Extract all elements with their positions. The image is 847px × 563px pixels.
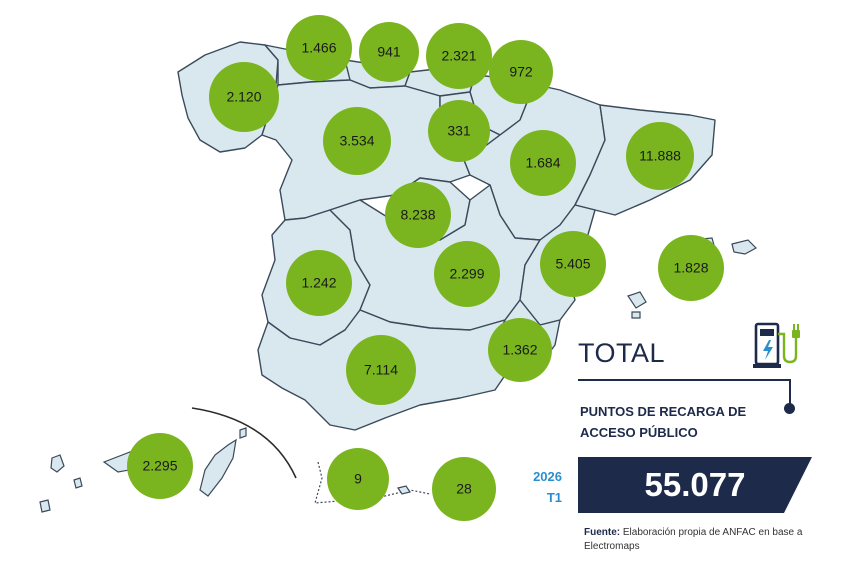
bubble-value-castilla-leon: 3.534 — [339, 133, 374, 149]
bubble-canarias: 2.295 — [127, 433, 193, 499]
bubble-cataluna: 11.888 — [626, 122, 694, 190]
bubble-circle-asturias — [286, 15, 352, 81]
canary-separator-arc — [191, 407, 297, 479]
total-subtitle-line2: ACCESO PÚBLICO — [580, 425, 698, 440]
bubble-value-la-rioja: 331 — [447, 123, 471, 139]
bubble-circle-navarra — [489, 40, 553, 104]
bubble-la-rioja: 331 — [428, 100, 490, 162]
period-label: 2026 T1 — [510, 466, 562, 508]
bubble-circle-la-rioja — [428, 100, 490, 162]
bubble-value-melilla: 28 — [456, 481, 472, 497]
bubble-circle-comunidad-valenciana — [540, 231, 606, 297]
bubble-circle-ceuta — [327, 448, 389, 510]
bubble-value-castilla-la-mancha: 2.299 — [449, 266, 484, 282]
bubble-castilla-la-mancha: 2.299 — [434, 241, 500, 307]
bubble-asturias: 1.466 — [286, 15, 352, 81]
bubble-value-asturias: 1.466 — [301, 40, 336, 56]
bubble-murcia: 1.362 — [488, 318, 552, 382]
bubble-circle-cataluna — [626, 122, 694, 190]
bubble-circle-extremadura — [286, 250, 352, 316]
bubble-value-murcia: 1.362 — [502, 342, 537, 358]
bubble-value-canarias: 2.295 — [142, 458, 177, 474]
total-value: 55.077 — [644, 466, 746, 503]
bubble-extremadura: 1.242 — [286, 250, 352, 316]
bubble-circle-andalucia — [346, 335, 416, 405]
bubble-pais-vasco: 2.321 — [426, 23, 492, 89]
bubble-castilla-leon: 3.534 — [323, 107, 391, 175]
bubble-circle-aragon — [510, 130, 576, 196]
bubble-cantabria: 941 — [359, 22, 419, 82]
total-value-box: 55.077 — [578, 457, 812, 513]
source-note: Fuente: Elaboración propia de ANFAC en b… — [584, 526, 814, 554]
ceuta-melilla-coast — [397, 485, 411, 495]
bubble-value-navarra: 972 — [509, 64, 533, 80]
bubble-circle-melilla — [432, 457, 496, 521]
bubble-circle-canarias — [127, 433, 193, 499]
bubble-madrid: 8.238 — [385, 182, 451, 248]
bubble-andalucia: 7.114 — [346, 335, 416, 405]
bubble-circle-madrid — [385, 182, 451, 248]
bubble-circle-pais-vasco — [426, 23, 492, 89]
bubble-comunidad-valenciana: 5.405 — [540, 231, 606, 297]
bubble-galicia: 2.120 — [209, 62, 279, 132]
bubble-circle-cantabria — [359, 22, 419, 82]
bubble-circle-castilla-leon — [323, 107, 391, 175]
bubble-value-baleares: 1.828 — [673, 260, 708, 276]
bubble-value-andalucia: 7.114 — [364, 362, 398, 378]
region-value-bubbles: 2.120 1.466 941 2.321 972 3.534 331 1.684 11.888… — [127, 15, 724, 521]
period-year: 2026 — [533, 469, 562, 484]
source-label: Fuente: — [584, 527, 621, 538]
total-rule-drop — [789, 379, 791, 407]
total-subtitle-line1: PUNTOS DE RECARGA DE — [580, 404, 747, 419]
bubble-value-aragon: 1.684 — [525, 155, 560, 171]
ev-charger-icon — [753, 322, 800, 368]
bubble-circle-galicia — [209, 62, 279, 132]
total-subtitle: PUNTOS DE RECARGA DE ACCESO PÚBLICO — [580, 401, 780, 443]
bubble-value-madrid: 8.238 — [400, 207, 435, 223]
bubble-value-cataluna: 11.888 — [639, 148, 681, 164]
bubble-aragon: 1.684 — [510, 130, 576, 196]
bubble-circle-baleares — [658, 235, 724, 301]
total-title: TOTAL — [578, 338, 666, 368]
bubble-melilla: 28 — [432, 457, 496, 521]
bubble-value-extremadura: 1.242 — [301, 275, 336, 291]
source-text: Elaboración propia de ANFAC en base a El… — [584, 527, 803, 552]
bubble-baleares: 1.828 — [658, 235, 724, 301]
period-quarter: T1 — [546, 490, 562, 505]
bubble-ceuta: 9 — [327, 448, 389, 510]
bubble-navarra: 972 — [489, 40, 553, 104]
total-value-bg — [578, 457, 812, 513]
bubble-value-pais-vasco: 2.321 — [441, 48, 476, 64]
bubble-circle-murcia — [488, 318, 552, 382]
total-rule-dot — [784, 403, 795, 414]
bubble-value-galicia: 2.120 — [226, 89, 261, 105]
bubble-value-ceuta: 9 — [354, 471, 362, 487]
bubble-value-comunidad-valenciana: 5.405 — [555, 256, 590, 272]
bubble-circle-castilla-la-mancha — [434, 241, 500, 307]
bubble-value-cantabria: 941 — [377, 44, 401, 60]
total-rule — [578, 379, 790, 381]
